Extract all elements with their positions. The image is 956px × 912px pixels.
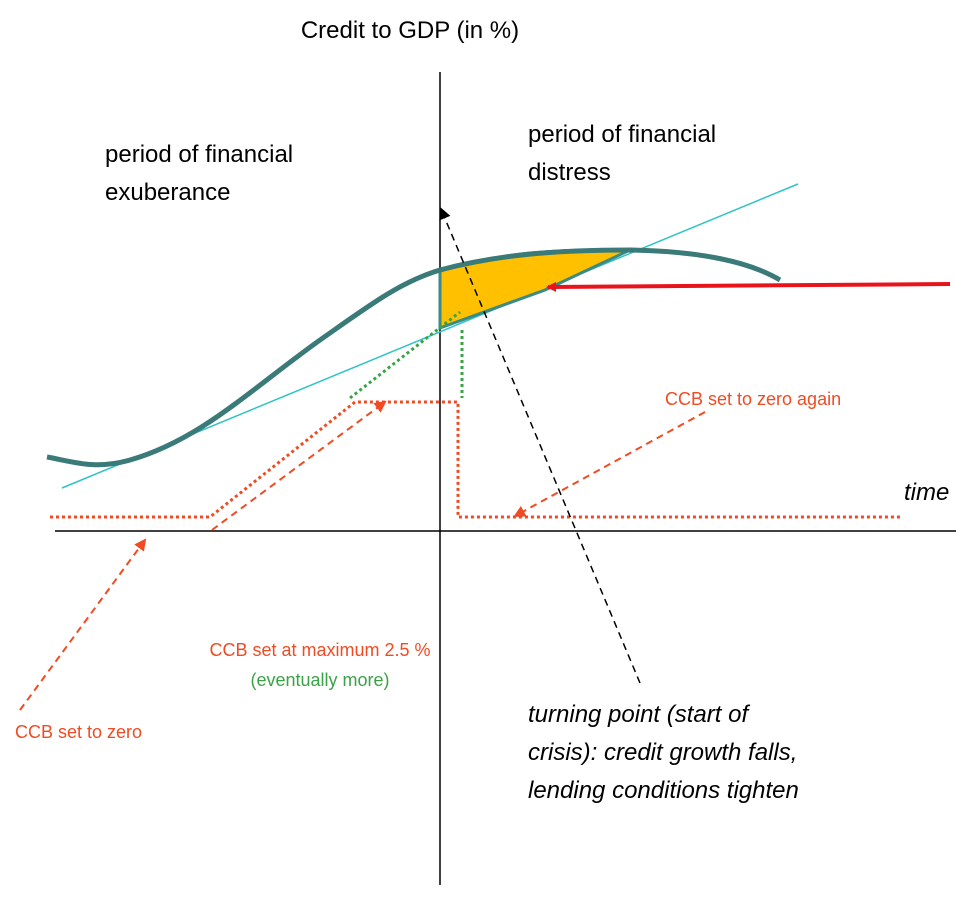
annotation: CCB set at maximum 2.5 % — [209, 640, 430, 660]
region-label: period of financial — [528, 121, 716, 148]
region-label: distress — [528, 159, 611, 186]
ccb-extra-path — [349, 310, 461, 400]
region-label: period of financial — [105, 141, 293, 168]
axis-label: Credit to GDP (in %) — [301, 17, 519, 44]
annotation: lending conditions tighten — [528, 777, 799, 804]
annotation-arrow — [19, 538, 147, 711]
credit-curve — [46, 247, 782, 468]
annotation-arrow — [513, 411, 706, 517]
annotation: crisis): credit growth falls, — [528, 739, 797, 766]
region-label: exuberance — [105, 179, 230, 206]
annotation: turning point (start of — [528, 701, 750, 728]
gap-arrow — [546, 281, 951, 292]
x-axis-label: time — [904, 479, 949, 506]
annotation-arrow — [211, 400, 387, 531]
annotation: CCB set to zero — [15, 722, 142, 742]
annotation: CCB set to zero again — [665, 389, 841, 409]
ccb-path — [50, 400, 900, 519]
annotation: (eventually more) — [250, 670, 389, 690]
turning-point-arrow — [439, 207, 641, 684]
